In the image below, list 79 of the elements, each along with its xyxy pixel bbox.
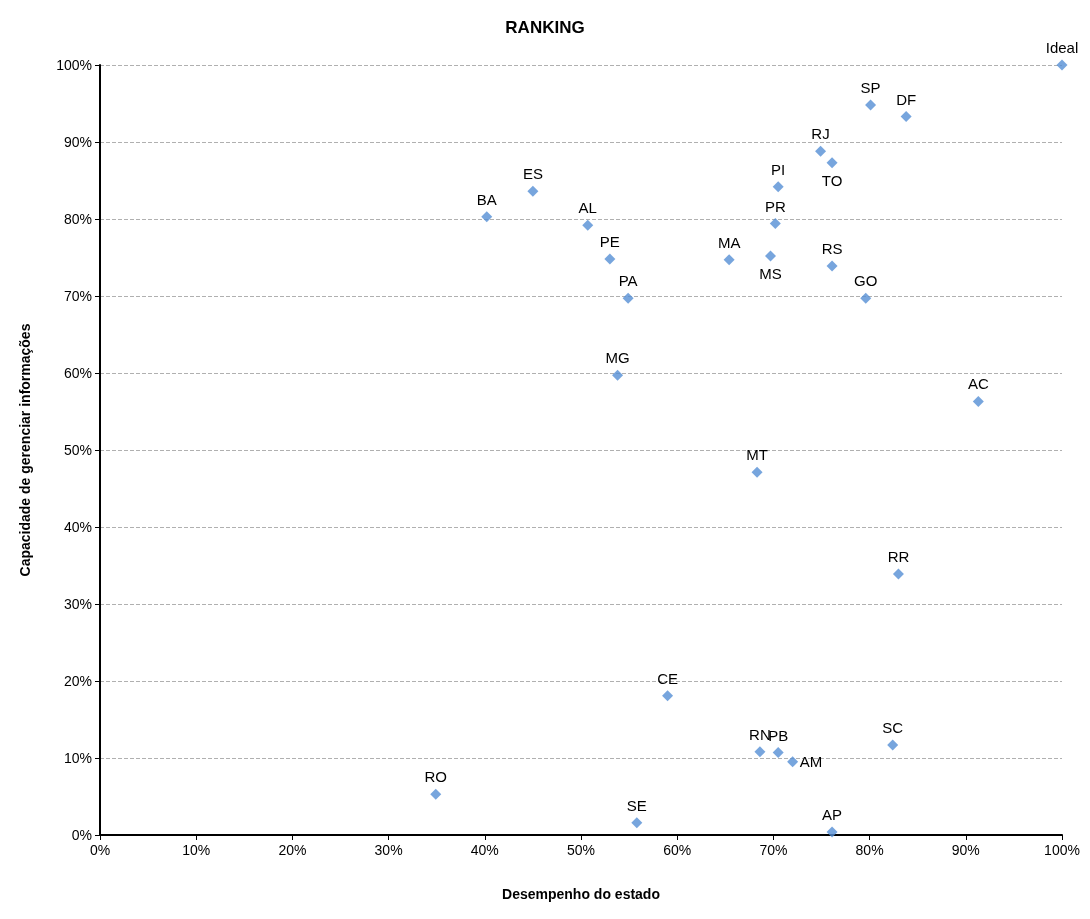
x-tick-label: 40% [470,842,499,858]
point [865,99,877,111]
y-tick-label: 0% [71,827,92,843]
y-tick-label: 30% [63,596,92,612]
point [582,219,594,231]
annotation: AL [578,199,597,217]
x-tick-label: 60% [663,842,692,858]
annotation: PR [764,197,786,215]
annotation: PI [771,160,786,178]
annotation: MT [746,446,768,464]
annotation: GO [854,272,878,290]
point [527,185,539,197]
x-tick-label: 50% [566,842,596,858]
point [612,369,624,381]
point [604,253,616,265]
point [972,395,984,407]
annotation: BA [476,190,497,208]
annotation: SC [882,718,904,736]
point [430,788,442,800]
point [892,568,904,580]
point [900,111,912,123]
x-tick-label: 80% [855,842,884,858]
annotation: MG [605,349,630,367]
annotation: AC [967,375,989,393]
point [1056,59,1068,71]
point [754,746,766,758]
annotation: AM [799,753,823,771]
point [860,292,872,304]
annotation: SP [860,79,881,97]
y-tick-label: 80% [63,211,92,227]
point [662,690,674,702]
x-axis-title: Desempenho do estado [502,886,660,902]
y-tick-label: 40% [63,519,92,535]
chart-title: RANKING [505,18,585,37]
y-tick-label: 100% [56,57,92,73]
y-tick-label: 60% [63,365,92,381]
annotation: MS [759,264,782,282]
point [826,260,838,272]
y-tick-label: 20% [63,673,92,689]
point [723,254,735,266]
annotation: RO [424,768,447,786]
y-tick-label: 10% [63,750,92,766]
annotation: AP [822,805,843,823]
x-tick-label: 70% [759,842,788,858]
x-tick-label: 20% [278,842,307,858]
annotation: CE [657,669,678,687]
y-axis-title: Capacidade de gerenciar informações [17,323,33,577]
annotation: MA [717,233,741,251]
point [631,817,643,829]
point [815,145,827,157]
annotation: DF [896,90,917,108]
annotation: SE [626,796,647,814]
x-tick-label: 100% [1044,842,1080,858]
point [751,466,763,478]
annotation: ES [522,165,543,183]
point [622,292,634,304]
annotation: RJ [811,125,830,143]
annotation: TO [821,171,843,189]
y-tick-label: 70% [63,288,92,304]
annotation: PA [618,272,638,290]
annotation: Ideal [1045,39,1079,56]
point [765,250,777,262]
x-tick-label: 30% [374,842,403,858]
point [769,218,781,230]
point [481,211,493,223]
annotation: RS [821,239,843,257]
x-tick-label: 90% [951,842,980,858]
y-tick-label: 90% [63,134,92,150]
x-tick-label: 0% [89,842,111,858]
point [826,157,838,169]
point [887,739,899,751]
point [772,181,784,193]
annotation: RR [887,547,910,565]
point [787,756,799,768]
x-tick-label: 10% [182,842,211,858]
annotation: PE [599,233,620,251]
point [826,826,838,838]
y-tick-label: 50% [63,442,92,458]
point [772,747,784,759]
